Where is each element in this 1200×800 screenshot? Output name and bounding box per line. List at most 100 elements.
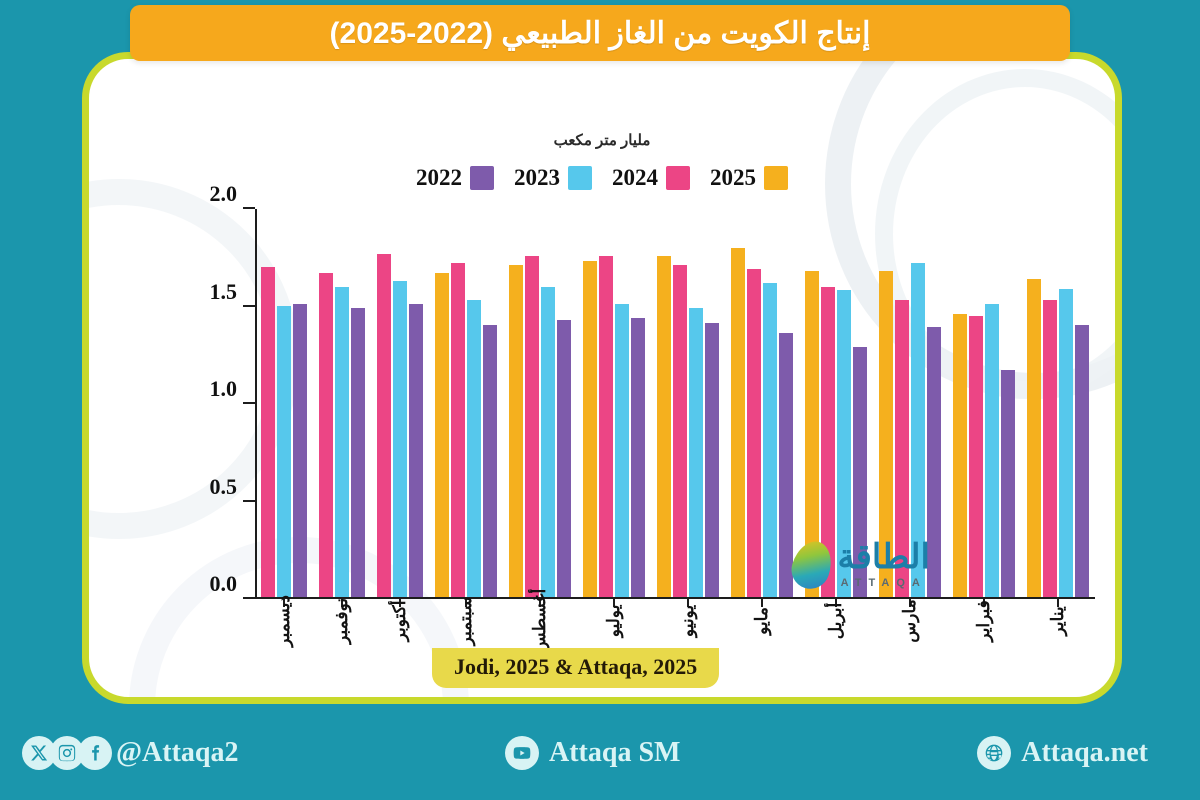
bar-2024-ديسمبر[interactable] <box>261 267 275 597</box>
x-axis-label-3: مارس <box>900 599 919 643</box>
bar-2025-يناير[interactable] <box>1027 278 1041 597</box>
bar-2022-يونيو[interactable] <box>705 323 719 597</box>
bar-2023-يوليو[interactable] <box>615 304 629 597</box>
x-tick <box>341 599 343 607</box>
x-axis-label-2: فبراير <box>974 600 993 642</box>
legend-label: 2024 <box>612 165 658 190</box>
x-axis-label-12: ديسمبر <box>274 595 293 647</box>
y-tick <box>243 499 255 502</box>
website-group[interactable]: Attaqa.net <box>977 736 1148 770</box>
youtube-group[interactable]: Attaqa SM <box>505 736 680 770</box>
source-badge: Jodi, 2025 & Attaqa, 2025 <box>432 648 720 688</box>
x-tick <box>761 599 763 607</box>
x-tick <box>539 599 541 607</box>
x-tick <box>283 599 285 607</box>
y-axis-label: 1.0 <box>209 376 238 401</box>
bar-2023-أبريل[interactable] <box>837 290 851 597</box>
chart-legend: 2022 2023 2024 2025 <box>89 165 1115 191</box>
legend-swatch <box>764 166 788 190</box>
bar-2024-يوليو[interactable] <box>599 255 613 597</box>
bar-group-7: يوليو <box>583 209 645 637</box>
bar-2022-مايو[interactable] <box>779 333 793 597</box>
bar-2022-يناير[interactable] <box>1075 325 1089 597</box>
bar-2022-يوليو[interactable] <box>631 317 645 597</box>
bar-2024-مارس[interactable] <box>895 300 909 597</box>
bar-2024-أكتوبر[interactable] <box>377 253 391 597</box>
chart-card: مليار متر مكعب 2022 2023 2024 2025 0.0 0.5 1.… <box>82 52 1122 704</box>
facebook-icon[interactable] <box>78 736 112 770</box>
bar-2022-سبتمبر[interactable] <box>483 325 497 597</box>
bar-2025-أبريل[interactable] <box>805 271 819 597</box>
legend-item-2024[interactable]: 2024 <box>612 165 690 191</box>
bar-2025-فبراير[interactable] <box>953 313 967 597</box>
bar-2024-أبريل[interactable] <box>821 286 835 597</box>
bar-2023-يناير[interactable] <box>1059 288 1073 597</box>
bar-2024-مايو[interactable] <box>747 269 761 597</box>
bar-group-1: يناير <box>1027 209 1089 636</box>
bar-2022-مارس[interactable] <box>927 327 941 597</box>
bar-2024-نوفمبر[interactable] <box>319 273 333 597</box>
bar-2023-أغسطس[interactable] <box>541 286 555 597</box>
bar-2022-أغسطس[interactable] <box>557 319 571 597</box>
title-banner: إنتاج الكويت من الغاز الطبيعي (2022-2025… <box>130 5 1070 61</box>
x-tick <box>1057 599 1059 607</box>
bar-2025-يوليو[interactable] <box>583 261 597 597</box>
bar-2023-نوفمبر[interactable] <box>335 286 349 597</box>
legend-swatch <box>666 166 690 190</box>
bar-2025-أغسطس[interactable] <box>509 265 523 597</box>
bar-2025-مارس[interactable] <box>879 271 893 597</box>
bar-2022-أبريل[interactable] <box>853 346 867 597</box>
bar-2024-فبراير[interactable] <box>969 315 983 597</box>
bar-2024-سبتمبر[interactable] <box>451 263 465 597</box>
bar-2023-ديسمبر[interactable] <box>277 306 291 597</box>
x-axis-label-4: أبريل <box>826 602 845 640</box>
x-axis-label-5: مايو <box>752 607 771 635</box>
y-axis-label: 2.0 <box>209 181 238 206</box>
bar-group-6: يونيو <box>657 209 719 637</box>
x-tick <box>613 599 615 607</box>
bar-2023-سبتمبر[interactable] <box>467 300 481 597</box>
social-icons-row <box>22 736 112 770</box>
bar-2022-نوفمبر[interactable] <box>351 307 365 597</box>
legend-swatch <box>568 166 592 190</box>
bar-2022-فبراير[interactable] <box>1001 370 1015 597</box>
bar-2023-يونيو[interactable] <box>689 307 703 597</box>
x-axis-label-1: يناير <box>1048 606 1067 636</box>
legend-item-2025[interactable]: 2025 <box>710 165 788 191</box>
x-tick <box>399 599 401 607</box>
y-tick <box>243 402 255 404</box>
x-tick <box>687 599 689 607</box>
x-tick <box>909 599 911 607</box>
bar-2023-مايو[interactable] <box>763 282 777 597</box>
y-axis-line <box>255 209 257 599</box>
footer-bar: @Attaqa2 Attaqa SM Attaqa.net <box>0 706 1200 800</box>
y-tick <box>243 304 255 307</box>
globe-icon[interactable] <box>977 736 1012 770</box>
x-tick <box>835 599 837 607</box>
youtube-icon[interactable] <box>505 736 539 770</box>
x-axis-label-6: يونيو <box>678 604 697 638</box>
legend-label: 2022 <box>416 165 462 190</box>
plot-area: 0.0 0.5 1.0 1.5 2.0 يناير فبراير مارس أبريل مايو… <box>145 181 1095 653</box>
bar-2023-مارس[interactable] <box>911 263 925 597</box>
bar-group-3: مارس <box>879 209 941 643</box>
y-axis-label: 1.5 <box>209 278 238 304</box>
bar-2024-يناير[interactable] <box>1043 300 1057 597</box>
bar-2024-يونيو[interactable] <box>673 265 687 597</box>
bar-group-2: فبراير <box>953 209 1015 642</box>
x-axis-label-10: أكتوبر <box>390 600 409 642</box>
bar-2022-أكتوبر[interactable] <box>409 304 423 597</box>
legend-item-2023[interactable]: 2023 <box>514 165 592 191</box>
legend-item-2022[interactable]: 2022 <box>416 165 494 191</box>
bar-2023-فبراير[interactable] <box>985 304 999 597</box>
bar-group-8: أغسطس <box>509 209 571 653</box>
bar-2024-أغسطس[interactable] <box>525 255 539 597</box>
bar-2022-ديسمبر[interactable] <box>293 304 307 597</box>
y-tick <box>243 597 255 599</box>
bar-2025-مايو[interactable] <box>731 247 745 597</box>
bar-2025-سبتمبر[interactable] <box>435 273 449 597</box>
bar-2023-أكتوبر[interactable] <box>393 280 407 597</box>
bar-2025-يونيو[interactable] <box>657 255 671 597</box>
x-tick <box>465 599 467 607</box>
social-handle-group[interactable]: @Attaqa2 <box>22 736 239 770</box>
